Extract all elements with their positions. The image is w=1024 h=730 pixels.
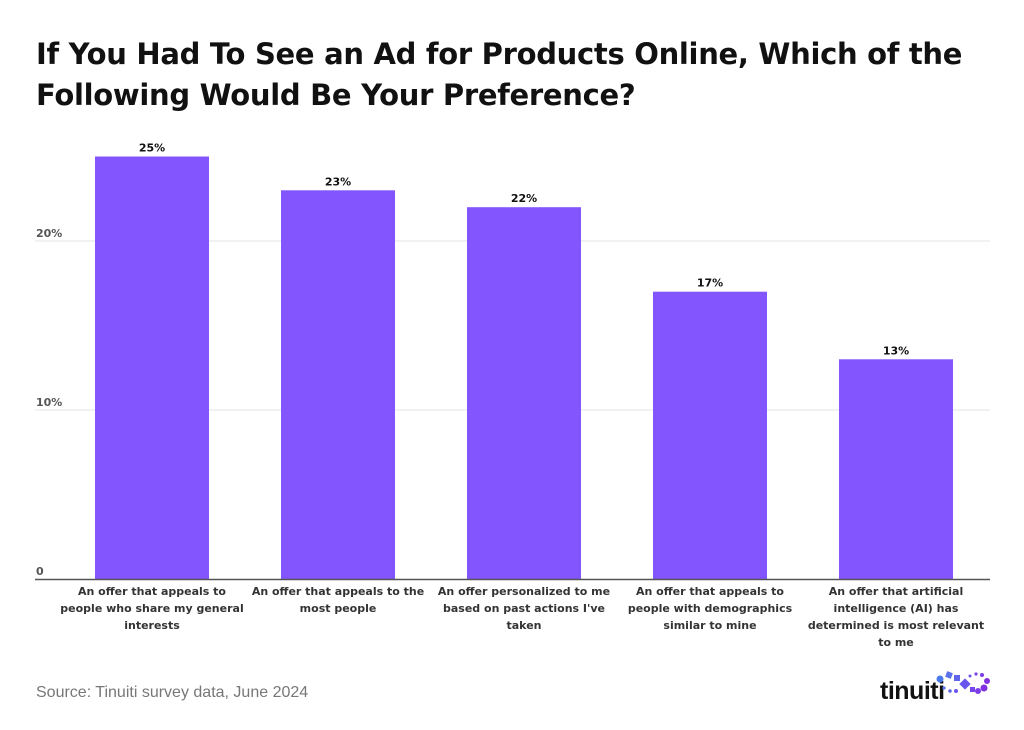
x-tick-label-line: based on past actions I've <box>443 602 605 615</box>
bar <box>839 359 953 579</box>
x-tick-label-line: An offer that appeals to <box>78 585 226 598</box>
x-tick-label-line: people who share my general <box>60 602 243 615</box>
x-tick-label-line: similar to mine <box>663 619 756 632</box>
data-label: 23% <box>325 175 351 188</box>
y-tick-label: 0 <box>36 565 44 578</box>
x-tick-label: An offer that appeals to people who share… <box>60 585 243 632</box>
logo-dots-icon <box>936 671 990 694</box>
x-tick-label-line: most people <box>300 602 377 615</box>
x-tick-label-line: An offer that appeals to the <box>252 585 424 598</box>
x-tick-label-line: to me <box>878 636 914 649</box>
x-tick-label: An offer that appeals to the most people <box>252 585 424 615</box>
logo-wordmark: tinuiti <box>880 677 945 705</box>
x-tick-label-line: An offer that artificial <box>829 585 963 598</box>
chart-title: If You Had To See an Ad for Products Onl… <box>36 37 963 112</box>
x-tick-label-line: taken <box>507 619 542 632</box>
bar <box>467 207 581 579</box>
data-label: 22% <box>511 192 537 205</box>
bar <box>653 291 767 579</box>
y-tick-label: 10% <box>36 396 62 409</box>
x-tick-label: An offer that appeals to people with demo… <box>628 585 793 632</box>
source-note: Source: Tinuiti survey data, June 2024 <box>36 684 309 701</box>
x-tick-label: An offer that artificial intelligence (AI… <box>808 585 984 649</box>
bar <box>281 190 395 580</box>
x-tick-label-line: people with demographics <box>628 602 793 615</box>
x-tick-label-line: An offer that appeals to <box>636 585 784 598</box>
data-label: 17% <box>697 277 723 290</box>
x-tick-label: An offer personalized to me based on past… <box>438 585 610 632</box>
x-tick-label-line: determined is most relevant <box>808 619 984 632</box>
data-label: 13% <box>883 344 909 357</box>
y-tick-label: 20% <box>36 227 62 240</box>
bar <box>95 156 209 579</box>
x-tick-label-line: intelligence (AI) has <box>834 602 959 615</box>
tinuiti-logo: tinuiti <box>866 660 996 710</box>
x-tick-label-line: interests <box>124 619 180 632</box>
data-label: 25% <box>139 142 165 155</box>
x-tick-label-line: An offer personalized to me <box>438 585 610 598</box>
